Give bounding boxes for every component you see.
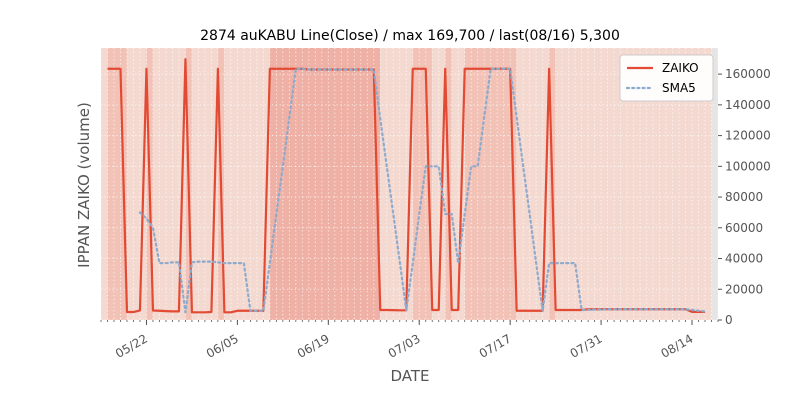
y-tick-label: 100000	[725, 159, 771, 173]
y-tick-label: 160000	[725, 67, 771, 81]
series-line-sma5	[138, 67, 707, 314]
y-tick-label: 0	[725, 313, 733, 327]
y-tick-label: 140000	[725, 98, 771, 112]
x-tick-label: 06/19	[295, 331, 332, 360]
x-tick-label: 07/17	[477, 331, 514, 360]
x-axis-label: DATE	[390, 367, 429, 385]
x-axis: 05/22 06/05 06/19 07/03 07/17 07/31 08/14	[100, 320, 719, 361]
legend: ZAIKO SMA5	[619, 54, 714, 102]
legend-label-zaiko: ZAIKO	[662, 61, 699, 75]
y-tick-label: 20000	[725, 282, 763, 296]
shaded-band	[432, 48, 446, 320]
shaded-band	[224, 48, 270, 320]
legend-label-sma5: SMA5	[662, 81, 696, 95]
plot-area	[100, 48, 719, 321]
x-tick-label: 06/05	[204, 331, 241, 360]
shaded-band	[269, 48, 381, 320]
chart-title: 2874 auKABU Line(Close) / max 169,700 / …	[200, 28, 620, 44]
shaded-band	[464, 48, 517, 320]
x-tick-label: 07/31	[568, 331, 605, 360]
y-axis-label: IPPAN ZAIKO (volume)	[75, 102, 93, 268]
x-tick-label: 05/22	[113, 331, 150, 360]
shaded-band	[191, 48, 218, 320]
y-axis: 0 20000 40000 60000 80000 100000 120000 140000 1…	[718, 67, 771, 327]
shaded-band	[451, 48, 465, 320]
shaded-band	[101, 48, 108, 320]
x-tick-label: 07/03	[386, 331, 423, 360]
legend-box	[619, 54, 714, 102]
y-tick-label: 40000	[725, 252, 763, 266]
y-tick-label: 80000	[725, 190, 763, 204]
x-tick-label: 08/14	[659, 331, 696, 360]
y-tick-label: 120000	[725, 129, 771, 143]
y-tick-label: 60000	[725, 221, 763, 235]
series-layer	[107, 58, 707, 314]
